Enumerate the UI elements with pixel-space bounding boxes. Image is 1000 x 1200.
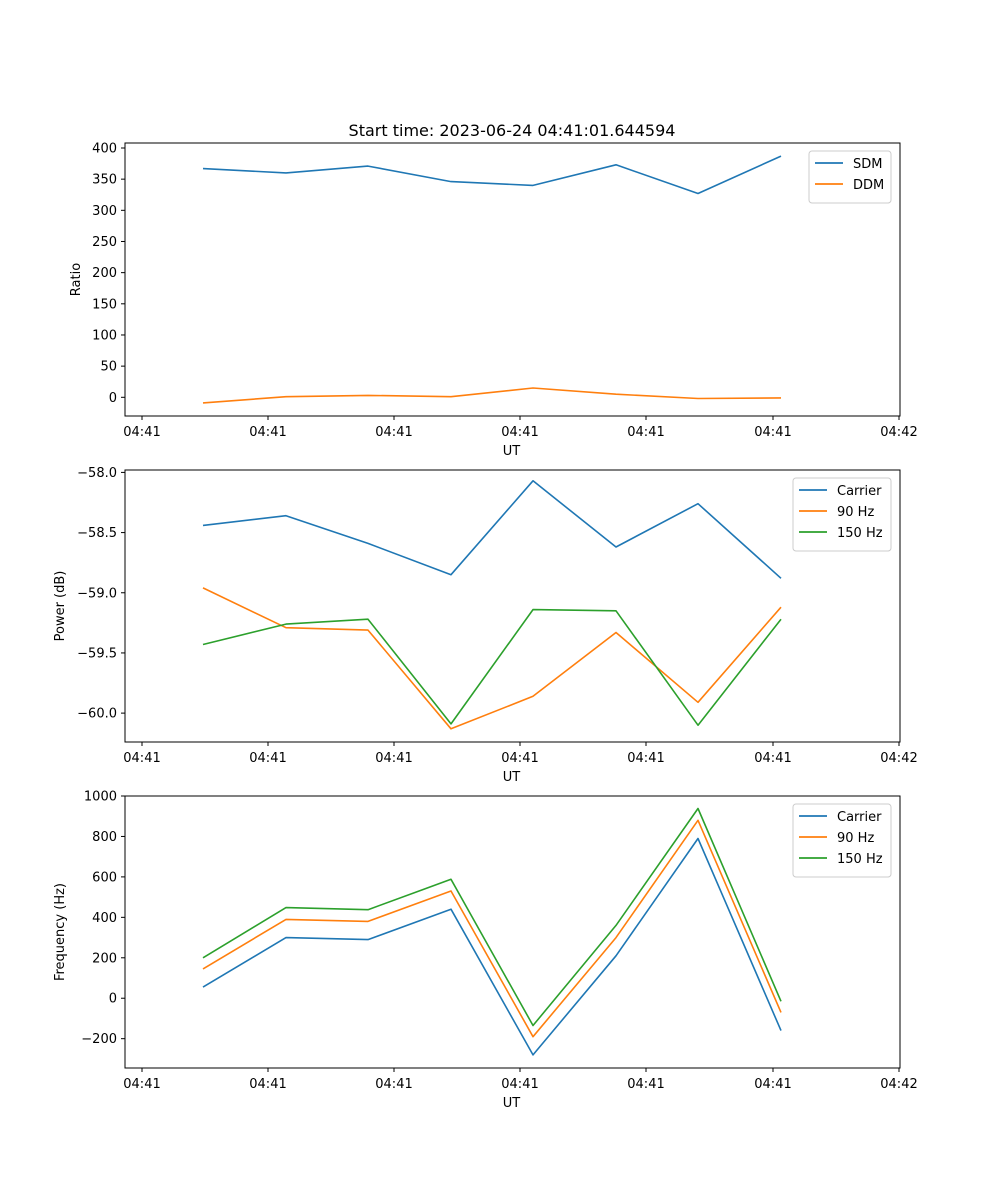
legend: Carrier 90 Hz 150 Hz [792,477,892,552]
chart-title: Start time: 2023-06-24 04:41:01.644594 [349,121,676,140]
chart-panel-1: 04:41 04:41 04:41 04:41 04:41 04:41 04:42 UT 0 50… [69,141,918,459]
y-tick-label: 300 [92,204,117,219]
x-tick-label: 04:41 [375,1077,412,1092]
y-tick-label: 400 [92,911,117,926]
y-tick-label: 1000 [84,790,117,805]
y-axis-label: Frequency (Hz) [53,883,68,981]
x-tick-label: 04:42 [880,1077,917,1092]
panels: 04:41 04:41 04:41 04:41 04:41 04:41 04:42 UT 0 50… [53,141,918,1111]
legend-box [808,150,892,204]
x-tick-label: 04:41 [249,751,286,766]
series-line-90-hz [202,587,782,730]
chart-panel-2: 04:41 04:41 04:41 04:41 04:41 04:41 04:42 UT −60… [53,466,918,785]
y-tick-label: 0 [109,391,117,406]
y-tick-label: −200 [81,1032,117,1047]
legend-label: SDM [853,157,882,172]
x-tick-label: 04:41 [754,425,791,440]
x-tick-label: 04:42 [880,425,917,440]
y-tick-label: −58.0 [77,466,117,481]
y-tick-label: −59.0 [77,586,117,601]
y-tick-label: 200 [92,266,117,281]
legend-label: Carrier [837,484,882,499]
legend-label: 90 Hz [837,505,874,520]
x-tick-label: 04:41 [501,751,538,766]
y-tick-label: 800 [92,830,117,845]
plot-frame [124,469,901,743]
legend: SDM DDM [808,150,892,204]
y-tick-label: 0 [109,992,117,1007]
x-tick-label: 04:41 [123,1077,160,1092]
x-tick-label: 04:41 [375,425,412,440]
series-line-carrier [202,479,782,579]
y-tick-label: 50 [100,360,117,375]
plot-frame [124,795,901,1069]
y-tick-label: 600 [92,870,117,885]
y-tick-label: 150 [92,297,117,312]
y-tick-label: −60.0 [77,707,117,722]
y-axis-label: Power (dB) [53,571,68,642]
x-tick-label: 04:41 [375,751,412,766]
y-tick-label: 250 [92,235,117,250]
x-tick-label: 04:41 [627,751,664,766]
legend: Carrier 90 Hz 150 Hz [792,803,892,878]
x-tick-label: 04:41 [123,751,160,766]
legend-label: DDM [853,178,884,193]
x-tick-label: 04:41 [754,1077,791,1092]
series-line-150-hz [202,807,782,1027]
plot-frame [124,142,901,417]
x-tick-label: 04:41 [501,425,538,440]
x-axis-label: UT [503,770,521,785]
x-tick-label: 04:41 [249,425,286,440]
series-line-150-hz [202,608,782,727]
x-tick-label: 04:41 [123,425,160,440]
y-tick-label: 200 [92,951,117,966]
x-tick-label: 04:41 [627,425,664,440]
x-tick-label: 04:42 [880,751,917,766]
y-tick-label: −59.5 [77,646,117,661]
x-axis-label: UT [503,444,521,459]
series-line-sdm [202,155,782,195]
series-line-carrier [202,837,782,1056]
legend-label: Carrier [837,810,882,825]
chart-panel-3: 04:41 04:41 04:41 04:41 04:41 04:41 04:42 UT −20… [53,790,918,1112]
y-tick-label: 400 [92,141,117,156]
legend-label: 150 Hz [837,526,883,541]
series-line-90-hz [202,819,782,1038]
legend-label: 90 Hz [837,831,874,846]
y-tick-label: 100 [92,328,117,343]
y-tick-label: −58.5 [77,526,117,541]
y-tick-label: 350 [92,173,117,188]
x-axis-label: UT [503,1096,521,1111]
y-axis-label: Ratio [69,263,84,296]
legend-label: 150 Hz [837,852,883,867]
x-tick-label: 04:41 [249,1077,286,1092]
x-tick-label: 04:41 [627,1077,664,1092]
series-line-ddm [202,387,782,404]
x-tick-label: 04:41 [754,751,791,766]
x-tick-label: 04:41 [501,1077,538,1092]
